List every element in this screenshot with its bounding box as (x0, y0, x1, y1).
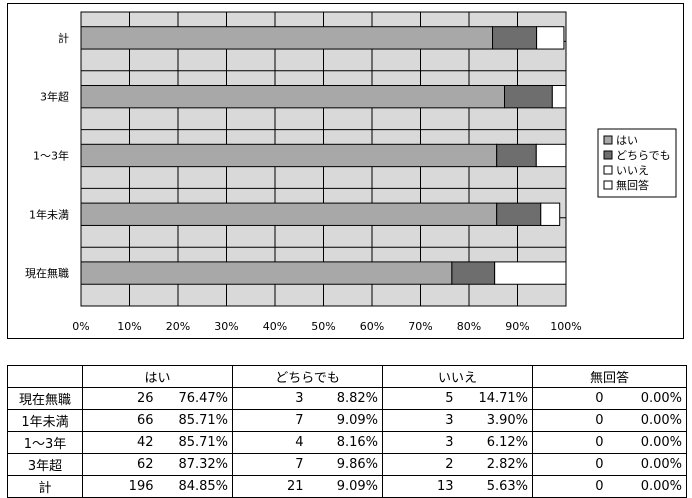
bar-segment (551, 85, 567, 109)
x-tick-label: 40% (263, 320, 287, 333)
x-tick-label: 100% (550, 320, 581, 333)
count-cell: 3 (382, 431, 458, 454)
x-tick-label: 60% (360, 320, 384, 333)
x-tick-label: 90% (505, 320, 529, 333)
table-corner-cell (7, 365, 83, 388)
percent-cell: 3.90% (457, 409, 534, 432)
legend-swatch (603, 165, 613, 175)
count-cell: 62 (82, 453, 158, 476)
bar-segment (492, 26, 538, 50)
count-cell: 4 (232, 431, 308, 454)
bar-segment (496, 202, 542, 226)
table-header-iie: いいえ (382, 365, 534, 388)
table-row: 1年未満 66 85.71% 7 9.09% 3 3.90% 0 0.00% (7, 409, 688, 432)
x-tick-label: 70% (408, 320, 432, 333)
legend-swatch (603, 150, 613, 160)
count-cell: 42 (82, 431, 158, 454)
legend-label: どちらでも (616, 149, 671, 162)
count-cell: 3 (232, 387, 308, 410)
row-label: 1～3年 (7, 431, 83, 454)
percent-cell: 5.63% (457, 475, 534, 498)
x-tick-label: 10% (117, 320, 141, 333)
category-label: 3年超 (40, 90, 69, 104)
table-header-row: はい どちらでも いいえ 無回答 (7, 365, 688, 388)
bar-segment (80, 143, 498, 168)
count-cell: 7 (232, 453, 308, 476)
percent-cell: 9.09% (307, 475, 384, 498)
legend-swatch (603, 135, 613, 145)
percent-cell: 0.00% (607, 431, 688, 454)
table-row: 3年超 62 87.32% 7 9.86% 2 2.82% 0 0.00% (7, 453, 688, 476)
row-label: 1年未満 (7, 409, 83, 432)
percent-cell: 6.12% (457, 431, 534, 454)
percent-cell: 0.00% (607, 387, 688, 410)
row-label: 3年超 (7, 453, 83, 476)
table-row: 現在無職 26 76.47% 3 8.82% 5 14.71% 0 0.00% (7, 387, 688, 410)
x-tick-label: 30% (214, 320, 238, 333)
table-header-dochirademo: どちらでも (232, 365, 384, 388)
percent-cell: 8.16% (307, 431, 384, 454)
data-table: はい どちらでも いいえ 無回答 現在無職 26 76.47% 3 8.82% 5 14.7… (7, 365, 688, 498)
table-row: 計 196 84.85% 21 9.09% 13 5.63% 0 0.00% (7, 475, 688, 498)
bar-segment (494, 261, 567, 285)
percent-cell: 84.85% (157, 475, 234, 498)
percent-cell: 0.00% (607, 475, 688, 498)
bar-segment (451, 261, 496, 285)
count-cell: 7 (232, 409, 308, 432)
bar-segment (540, 202, 561, 226)
count-cell: 3 (382, 409, 458, 432)
bar-segment (80, 26, 494, 50)
count-cell: 13 (382, 475, 458, 498)
bar-segment (496, 143, 537, 168)
percent-cell: 9.86% (307, 453, 384, 476)
percent-cell: 85.71% (157, 431, 234, 454)
percent-cell: 2.82% (457, 453, 534, 476)
x-tick-label: 20% (166, 320, 190, 333)
legend-swatch (603, 180, 613, 190)
count-cell: 0 (532, 453, 608, 476)
chart-panel: 計 3年超 1～3年 1年未満現在無職 0% 10% 20% 30% 40% 50% 60% 70% 8… (7, 3, 684, 339)
category-label: 現在無職 (25, 266, 69, 280)
table-row: 1～3年 42 85.71% 4 8.16% 3 6.12% 0 0.00% (7, 431, 688, 454)
category-label: 1年未満 (29, 207, 69, 221)
percent-cell: 0.00% (607, 409, 688, 432)
bar-segment (80, 85, 506, 109)
count-cell: 66 (82, 409, 158, 432)
count-cell: 0 (532, 387, 608, 410)
count-cell: 0 (532, 431, 608, 454)
legend-label: はい (616, 134, 638, 147)
category-label: 1～3年 (33, 148, 69, 162)
bar-segment (504, 85, 553, 109)
count-cell: 26 (82, 387, 158, 410)
x-tick-label: 0% (72, 320, 89, 333)
percent-cell: 14.71% (457, 387, 534, 410)
row-label: 計 (7, 475, 83, 498)
percent-cell: 0.00% (607, 453, 688, 476)
x-tick-label: 50% (311, 320, 335, 333)
percent-cell: 76.47% (157, 387, 234, 410)
legend-label: 無回答 (616, 178, 649, 192)
count-cell: 196 (82, 475, 158, 498)
percent-cell: 9.09% (307, 409, 384, 432)
percent-cell: 8.82% (307, 387, 384, 410)
percent-cell: 85.71% (157, 409, 234, 432)
table-header-mukaito: 無回答 (532, 365, 688, 388)
count-cell: 21 (232, 475, 308, 498)
row-label: 現在無職 (7, 387, 83, 410)
count-cell: 0 (532, 475, 608, 498)
table-header-hai: はい (81, 365, 234, 388)
bar-segment (80, 202, 498, 226)
count-cell: 0 (532, 409, 608, 432)
percent-cell: 87.32% (157, 453, 234, 476)
bar-segment (80, 261, 453, 285)
bar-segment (536, 26, 565, 50)
count-cell: 5 (382, 387, 458, 410)
count-cell: 2 (382, 453, 458, 476)
x-tick-label: 80% (457, 320, 481, 333)
bar-segment (535, 143, 567, 168)
legend-label: いいえ (616, 164, 649, 177)
category-label: 計 (58, 31, 69, 45)
